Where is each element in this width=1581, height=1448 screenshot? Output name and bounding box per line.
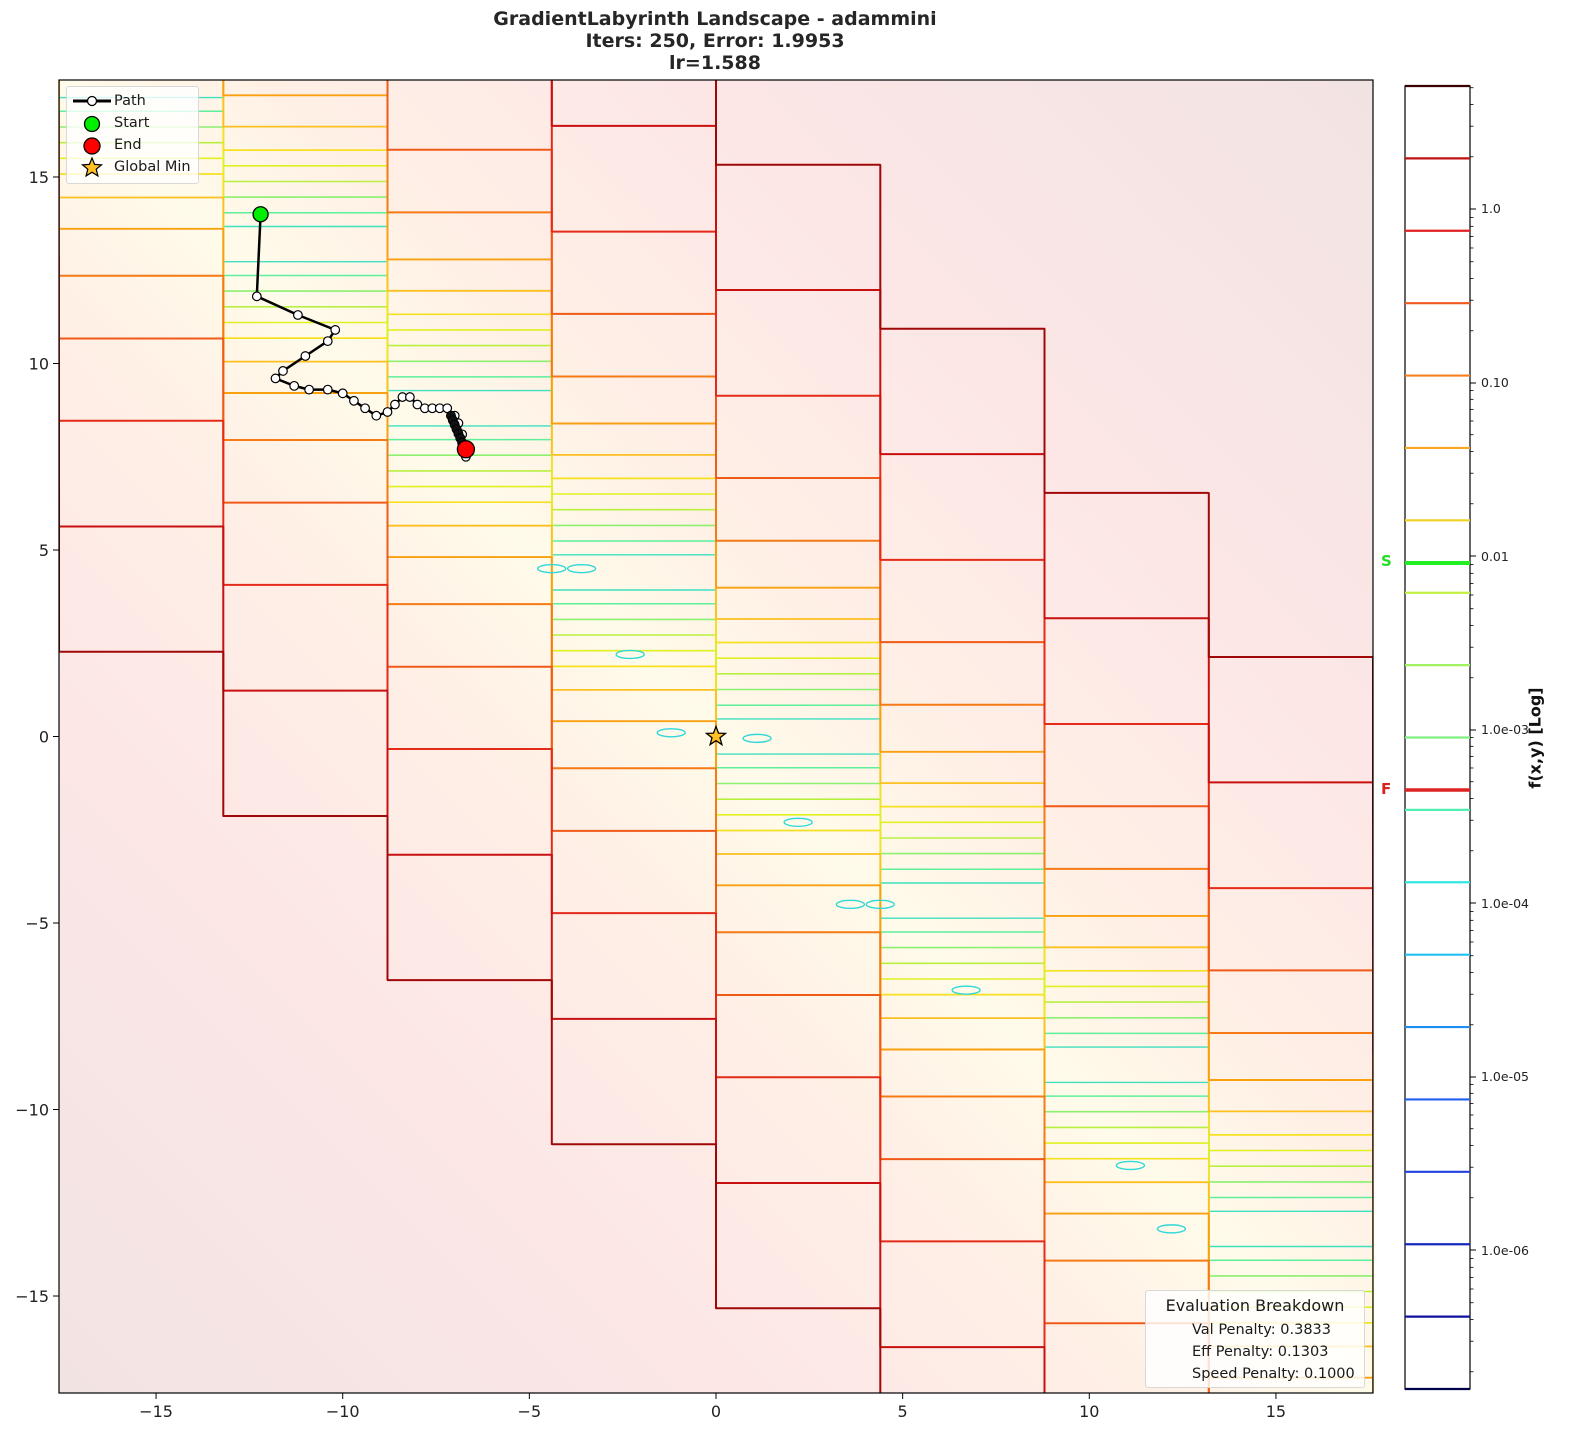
legend-item-end: End — [67, 134, 198, 156]
x-tick-label: −15 — [139, 1402, 173, 1421]
x-tick-label: 5 — [898, 1402, 908, 1421]
colorbar-tick-7: 1.0e-06 — [1481, 1243, 1529, 1258]
legend-label: Global Min — [114, 159, 191, 175]
path-point — [270, 373, 281, 384]
x-axis-ticks: −15 −10 −5 0 5 10 15 — [139, 1393, 1286, 1421]
path-point — [251, 291, 262, 302]
x-tick-label: 0 — [711, 1402, 721, 1421]
path-point — [330, 325, 341, 335]
path-point — [278, 366, 288, 376]
evaluation-title: Evaluation Breakdown — [1165, 1296, 1345, 1315]
chart-title: GradientLabyrinth Landscape - adammini I… — [0, 8, 1430, 74]
path-line-icon — [73, 95, 111, 107]
path-point — [304, 384, 315, 395]
colorbar-tick-2: 0.10 — [1481, 375, 1509, 390]
y-axis-ticks: 15 10 5 0 −5 −10 −15 — [15, 168, 59, 1306]
colorbar-tick-1: 1.0 — [1481, 201, 1501, 216]
y-tick-label: −10 — [15, 1101, 49, 1120]
path-point — [322, 336, 333, 347]
y-tick-label: 5 — [39, 541, 49, 560]
path-point — [300, 351, 311, 361]
end-marker — [456, 440, 476, 459]
y-tick-label: −5 — [25, 914, 49, 933]
path-point — [322, 384, 333, 395]
x-tick-label: 15 — [1266, 1402, 1286, 1421]
colorbar-tick-3: 0.01 — [1481, 549, 1509, 564]
legend-label: End — [114, 137, 142, 153]
legend-label: Path — [114, 93, 146, 109]
start-marker — [252, 206, 269, 223]
eff-penalty: Eff Penalty: 0.1303 — [1192, 1344, 1329, 1360]
legend: Path Start End Global Min — [66, 86, 199, 184]
path-point — [337, 388, 348, 399]
colorbar-final-marker: F — [1381, 780, 1392, 798]
colorbar-axis-label: f(x,y) [Log] — [1525, 687, 1545, 789]
path-point — [382, 407, 393, 417]
path-point — [404, 392, 415, 402]
legend-item-global-min: Global Min — [67, 156, 198, 178]
title-line-3: lr=1.588 — [669, 52, 761, 74]
path-point — [371, 410, 382, 421]
val-penalty: Val Penalty: 0.3833 — [1192, 1322, 1332, 1338]
star-icon — [80, 156, 104, 178]
speed-penalty: Speed Penalty: 0.1000 — [1192, 1366, 1355, 1382]
colorbar-tick-4: 1.0e-03 — [1481, 722, 1529, 737]
x-tick-label: −5 — [518, 1402, 542, 1421]
colorbar-tick-5: 1.0e-04 — [1481, 896, 1529, 911]
path-point — [293, 310, 303, 320]
legend-item-start: Start — [67, 112, 198, 134]
legend-label: Start — [114, 115, 150, 131]
x-tick-label: 10 — [1079, 1402, 1099, 1421]
title-line-1: GradientLabyrinth Landscape - adammini — [493, 8, 937, 30]
legend-item-path: Path — [67, 90, 198, 112]
y-tick-label: 15 — [29, 168, 49, 187]
colorbar — [1404, 84, 1476, 1391]
green-circle-icon — [83, 115, 101, 133]
path-point — [349, 395, 359, 406]
colorbar-tick-6: 1.0e-05 — [1481, 1069, 1529, 1084]
red-circle-icon — [83, 137, 101, 155]
y-tick-label: −15 — [15, 1287, 49, 1306]
path-point — [390, 399, 400, 410]
colorbar-start-marker: S — [1381, 552, 1392, 570]
global-min-star — [704, 724, 728, 747]
x-tick-label: −10 — [326, 1402, 360, 1421]
path-point — [289, 380, 300, 391]
path-point — [360, 403, 371, 414]
y-tick-label: 0 — [39, 728, 49, 747]
title-line-2: Iters: 250, Error: 1.9953 — [585, 30, 845, 52]
markers — [252, 206, 728, 747]
evaluation-breakdown-box: Evaluation Breakdown Val Penalty: 0.3833… — [1145, 1290, 1365, 1388]
y-tick-label: 10 — [29, 354, 49, 373]
